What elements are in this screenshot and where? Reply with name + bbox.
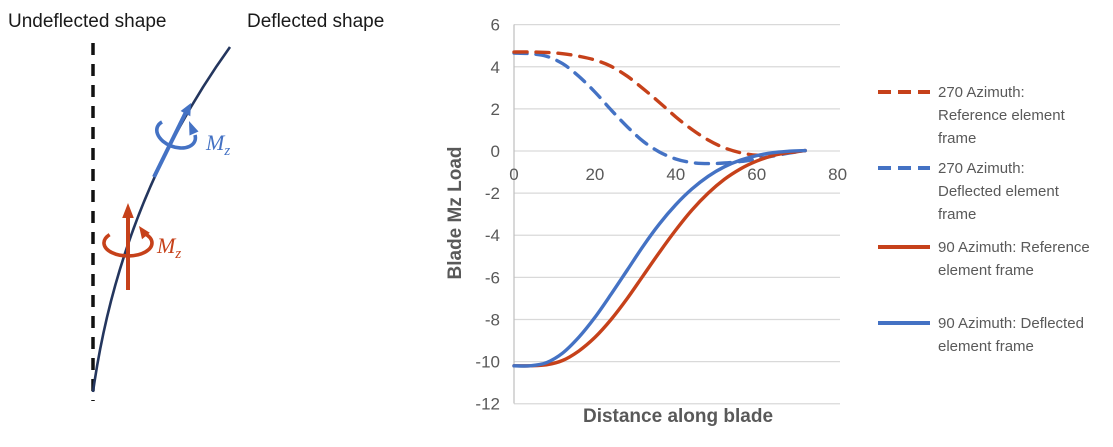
- blade-deflection-diagram: Mz Mz: [91, 43, 232, 401]
- blue-rotation-arrow-head-icon: [189, 121, 199, 136]
- y-tick-label: -8: [485, 310, 500, 329]
- y-tick-label: 6: [491, 16, 500, 35]
- y-tick-label: 4: [491, 58, 500, 77]
- x-axis-tick-labels: 0 20 40 60 80: [509, 165, 847, 184]
- x-tick-label: 0: [509, 165, 518, 184]
- series-line-dashed-0: [512, 50, 807, 157]
- legend-label: 90 Azimuth: Deflected element frame: [938, 312, 1084, 358]
- red-rotation-arrow-head-icon: [139, 226, 150, 240]
- series-line-solid-2: [512, 148, 807, 368]
- deflected-shape-label: Deflected shape: [247, 11, 385, 32]
- legend-label-line: frame: [938, 130, 977, 147]
- legend-label-line: element frame: [938, 262, 1034, 279]
- y-tick-label: -2: [485, 184, 500, 203]
- series-line-solid-3: [512, 148, 807, 368]
- undeflected-shape-label: Undeflected shape: [8, 11, 167, 32]
- y-tick-label: -6: [485, 268, 500, 287]
- red-arrow-head-icon: [122, 203, 134, 218]
- legend-label: 270 Azimuth: Reference element frame: [938, 81, 1065, 150]
- legend-label-line: 270 Azimuth:: [938, 84, 1025, 101]
- x-tick-label: 60: [747, 165, 766, 184]
- blue-mz-label: Mz: [205, 130, 230, 159]
- y-axis-tick-labels: 6 4 2 0 -2 -4 -6 -8 -10 -12: [475, 16, 500, 414]
- blue-rotation-arc-icon: [155, 120, 198, 150]
- legend-entry: 270 Azimuth: Reference element frame: [878, 81, 1065, 150]
- red-rotation-arc-icon: [102, 232, 154, 258]
- legend-label-line: 90 Azimuth: Deflected: [938, 315, 1084, 332]
- legend-label-line: 90 Azimuth: Reference: [938, 239, 1090, 256]
- legend-label: 90 Azimuth: Reference element frame: [938, 236, 1090, 282]
- legend-entry: 90 Azimuth: Reference element frame: [878, 236, 1090, 282]
- red-mz-label: Mz: [156, 233, 181, 262]
- y-tick-label: -12: [475, 395, 500, 414]
- y-tick-label: 2: [491, 100, 500, 119]
- legend-entry: 90 Azimuth: Deflected element frame: [878, 312, 1084, 358]
- x-tick-label: 40: [666, 165, 685, 184]
- legend-marker-icon: [878, 321, 930, 325]
- y-tick-label: -10: [475, 353, 500, 372]
- blue-mz-arrow: Mz: [152, 103, 230, 178]
- deflected-shape-curve: [91, 46, 232, 393]
- gridlines: [514, 24, 840, 405]
- legend-label-line: 270 Azimuth:: [938, 160, 1025, 177]
- y-tick-label: -4: [485, 226, 500, 245]
- red-mz-arrow: Mz: [102, 203, 181, 290]
- x-tick-label: 20: [585, 165, 604, 184]
- x-tick-label: 80: [828, 165, 847, 184]
- legend-label-line: frame: [938, 206, 977, 223]
- chart-series-lines: [512, 50, 807, 368]
- y-axis-title: Blade Mz Load: [445, 146, 466, 279]
- legend-entry: 270 Azimuth: Deflected element frame: [878, 157, 1059, 226]
- legend-label: 270 Azimuth: Deflected element frame: [938, 157, 1059, 226]
- legend-label-line: Reference element: [938, 107, 1065, 124]
- legend-marker-icon: [878, 166, 930, 170]
- y-tick-label: 0: [491, 142, 500, 161]
- blue-arrow-head-icon: [180, 103, 191, 117]
- legend-label-line: element frame: [938, 338, 1034, 355]
- series-line-dashed-1: [512, 51, 807, 166]
- x-axis-title: Distance along blade: [583, 406, 773, 427]
- legend-marker-icon: [878, 245, 930, 249]
- legend-marker-icon: [878, 90, 930, 94]
- legend-label-line: Deflected element: [938, 183, 1059, 200]
